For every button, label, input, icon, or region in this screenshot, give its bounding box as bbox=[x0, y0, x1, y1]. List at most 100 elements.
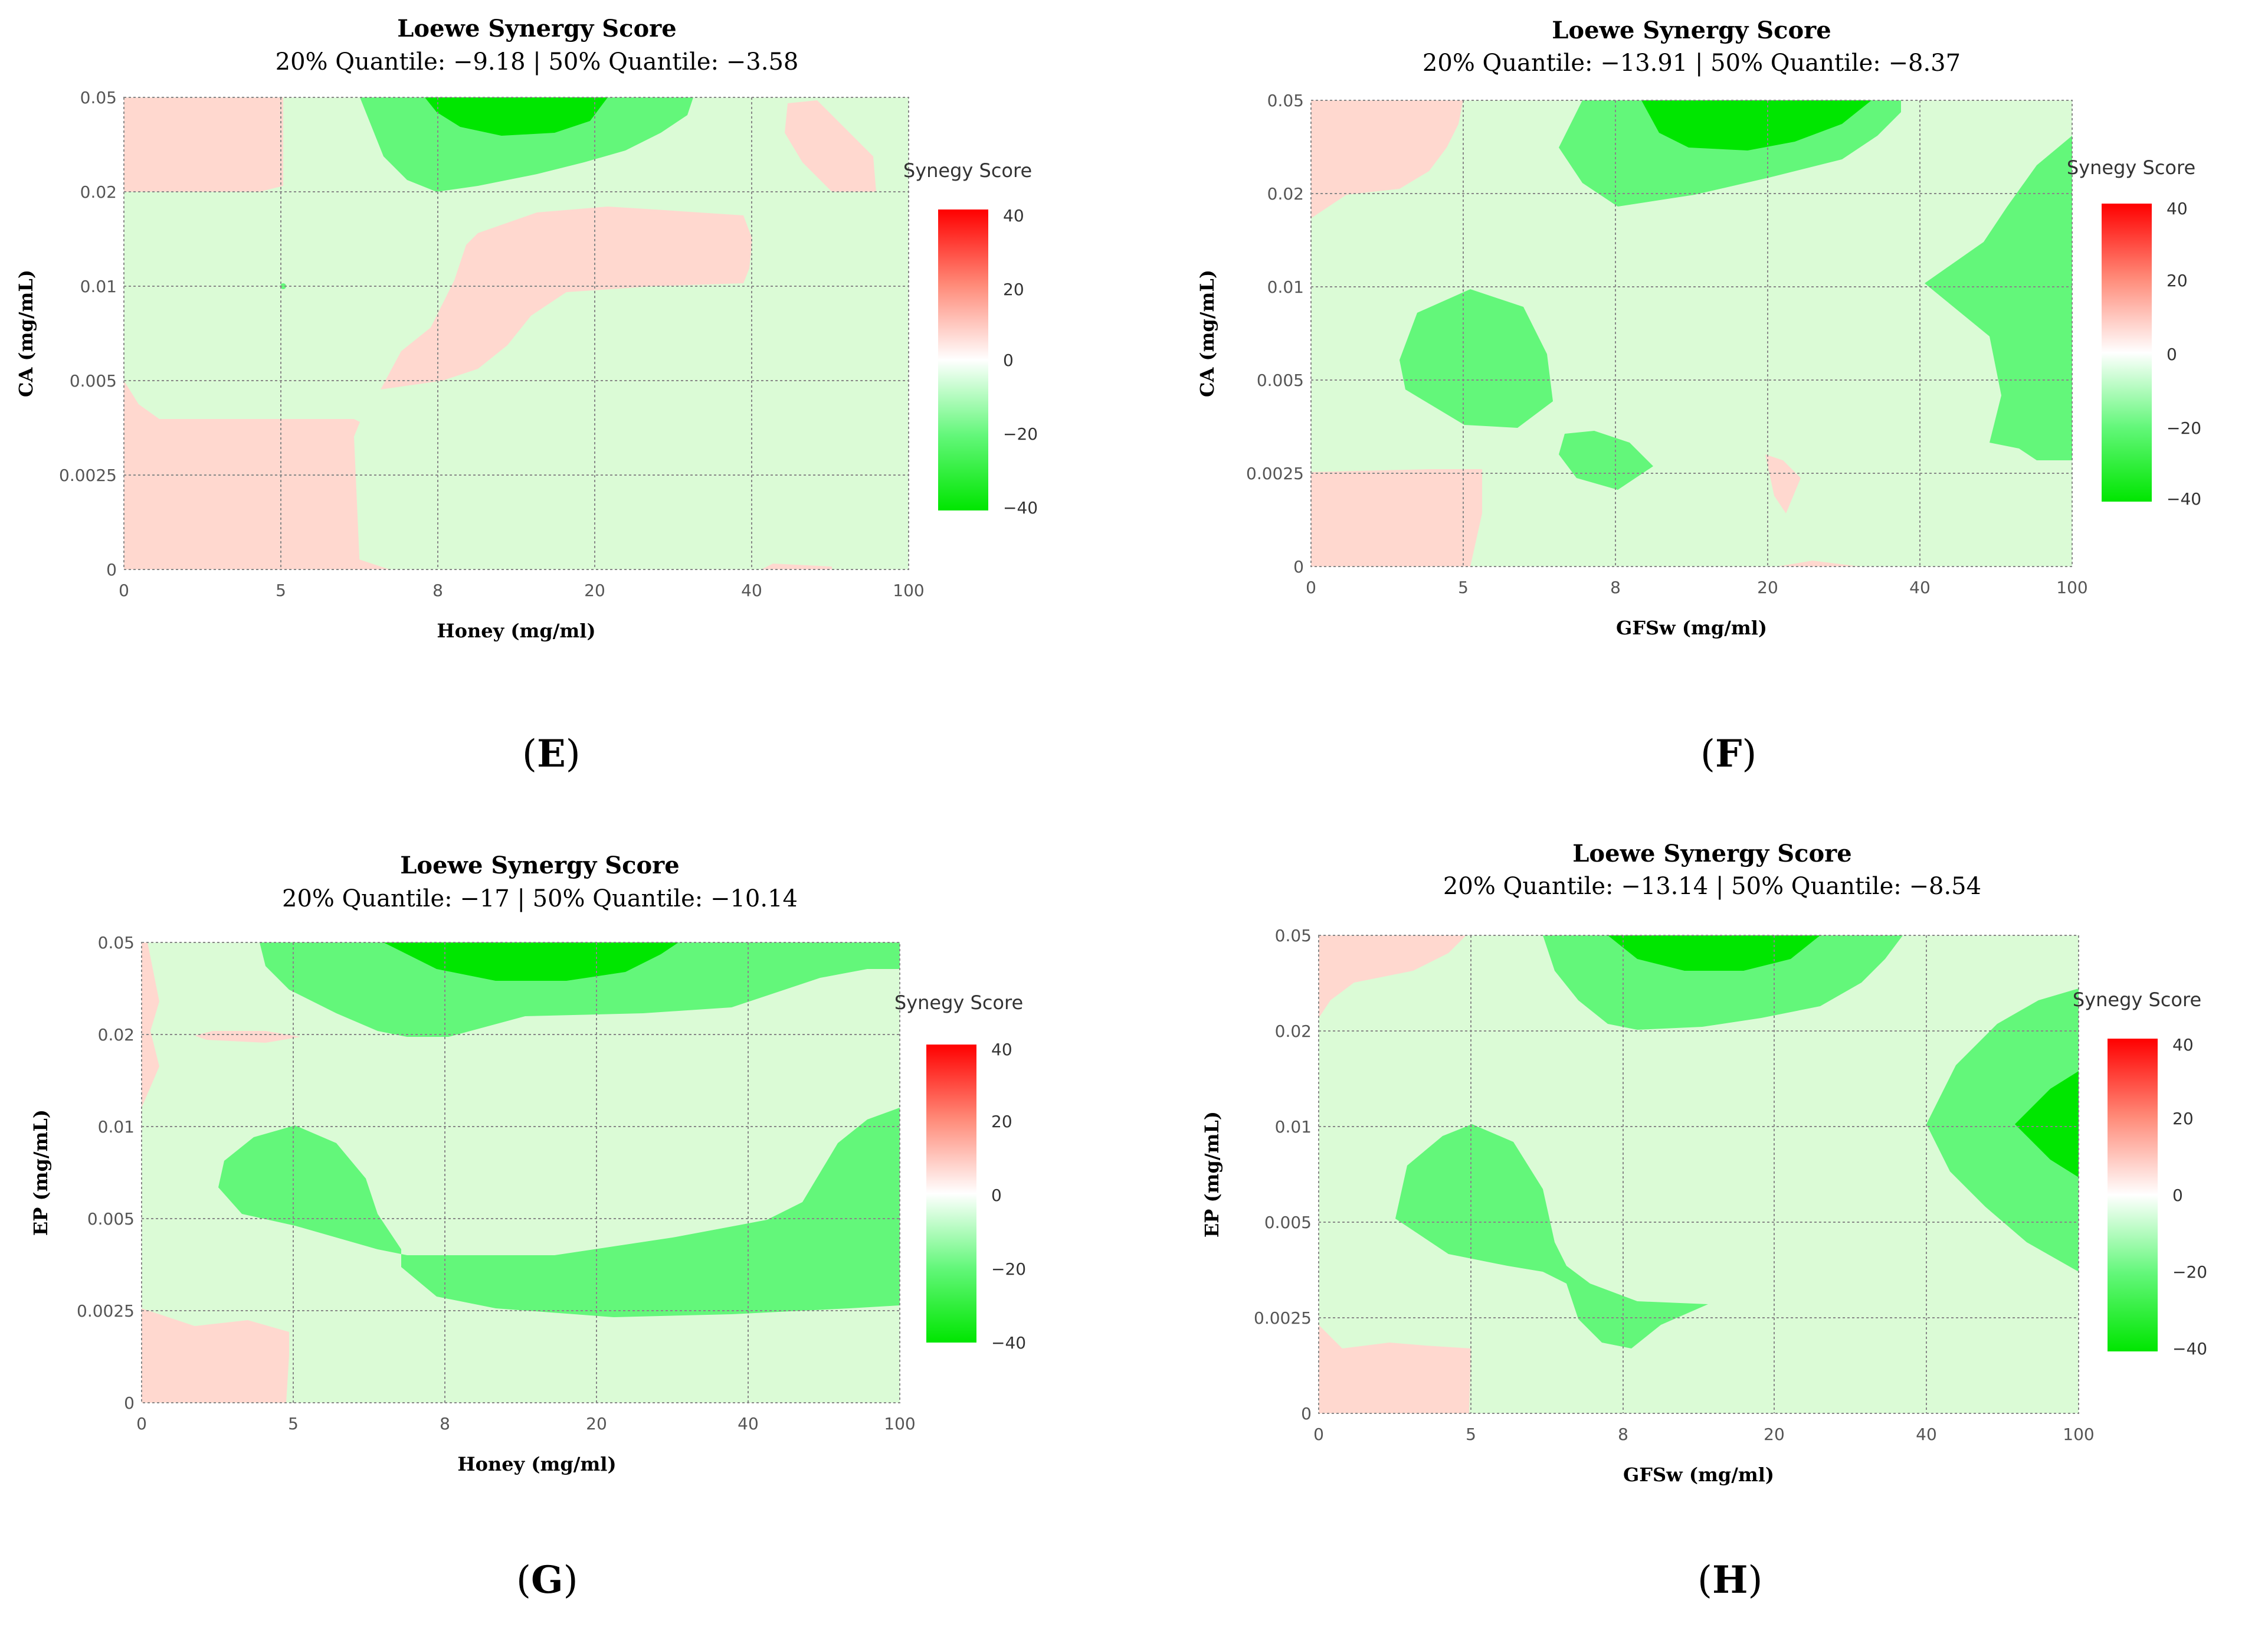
legend-tick-label: −20 bbox=[1003, 424, 1038, 444]
legend-ticks: 40 20 0 −20 −40 bbox=[991, 1040, 1026, 1353]
color-legend: Synegy Score 40 20 0 −20 −40 bbox=[903, 159, 1038, 518]
x-tick-label: 20 bbox=[1764, 1425, 1785, 1444]
y-tick-label: 0.01 bbox=[1267, 277, 1304, 297]
strong-negative-region bbox=[2015, 1071, 2079, 1177]
positive-region bbox=[354, 558, 389, 569]
y-axis-label: CA (mg/mL) bbox=[15, 270, 37, 397]
legend-tick-label: −40 bbox=[2172, 1339, 2207, 1358]
panel-h: Loewe Synergy Score 20% Quantile: −13.14… bbox=[1134, 826, 2268, 1627]
strong-negative-region bbox=[1641, 100, 1872, 150]
legend-ticks: 40 20 0 −20 −40 bbox=[1003, 206, 1038, 518]
y-tick-label: 0.02 bbox=[80, 182, 117, 202]
synergy-chart-f: Loewe Synergy Score 20% Quantile: −13.91… bbox=[1196, 17, 2201, 639]
chart-title: Loewe Synergy Score bbox=[1552, 17, 1831, 44]
negative-region bbox=[1395, 1124, 1708, 1348]
y-tick-label: 0.02 bbox=[98, 1025, 135, 1045]
legend-tick-label: 0 bbox=[2172, 1186, 2183, 1205]
x-tick-label: 100 bbox=[2056, 578, 2087, 597]
legend-tick-label: 20 bbox=[991, 1112, 1012, 1131]
x-tick-label: 0 bbox=[1306, 578, 1316, 597]
chart-title: Loewe Synergy Score bbox=[1572, 840, 1851, 867]
panel-label-h: (H) bbox=[1697, 1558, 1763, 1602]
synergy-chart-g: Loewe Synergy Score 20% Quantile: −17 | … bbox=[30, 852, 1026, 1475]
positive-region bbox=[1319, 1325, 1471, 1413]
negative-region bbox=[260, 942, 900, 1037]
negative-region bbox=[360, 97, 693, 192]
x-axis-label: GFSw (mg/ml) bbox=[1616, 617, 1767, 639]
y-tick-label: 0 bbox=[106, 560, 117, 580]
gridlines bbox=[141, 942, 900, 1403]
negative-region bbox=[1400, 289, 1553, 428]
positive-region bbox=[381, 207, 752, 389]
y-tick-label: 0.005 bbox=[87, 1209, 135, 1229]
chart-subtitle: 20% Quantile: −9.18 | 50% Quantile: −3.5… bbox=[276, 48, 799, 76]
plot-area: 0 5 8 20 40 100 0 0.0025 0.005 0.01 0.02… bbox=[1196, 91, 2088, 639]
plot-area: 0 5 8 20 40 100 0 0.0025 0.005 0.01 0.02… bbox=[15, 88, 925, 642]
strong-negative-region bbox=[425, 97, 608, 136]
x-tick-label: 40 bbox=[1909, 578, 1931, 597]
synergy-chart-h: Loewe Synergy Score 20% Quantile: −13.14… bbox=[1201, 840, 2207, 1486]
negative-region bbox=[1559, 431, 1653, 490]
legend-ticks: 40 20 0 −20 −40 bbox=[2167, 199, 2201, 509]
y-tick-label: 0.0025 bbox=[77, 1301, 135, 1321]
positive-region bbox=[124, 97, 283, 192]
y-ticks: 0 0.0025 0.005 0.01 0.02 0.05 bbox=[77, 933, 135, 1413]
legend-tick-label: −40 bbox=[2167, 489, 2201, 509]
y-tick-label: 0 bbox=[1301, 1404, 1312, 1423]
legend-tick-label: 40 bbox=[2167, 199, 2188, 218]
positive-region bbox=[142, 942, 159, 1108]
panel-letter: G bbox=[530, 1558, 563, 1602]
gridlines bbox=[1318, 935, 2079, 1414]
panel-label-f: (F) bbox=[1700, 732, 1757, 776]
x-tick-label: 0 bbox=[119, 581, 129, 600]
y-tick-label: 0.0025 bbox=[1254, 1308, 1312, 1328]
x-ticks: 0 5 8 20 40 100 bbox=[136, 1414, 916, 1433]
positive-region bbox=[1777, 561, 1860, 567]
panel-f: Loewe Synergy Score 20% Quantile: −13.91… bbox=[1134, 0, 2268, 826]
y-tick-label: 0.05 bbox=[98, 933, 135, 952]
legend-gradient-bar bbox=[2108, 1039, 2158, 1351]
y-axis-label: EP (mg/mL) bbox=[30, 1109, 52, 1236]
legend-tick-label: 40 bbox=[1003, 206, 1024, 225]
panel-g: Loewe Synergy Score 20% Quantile: −17 | … bbox=[0, 826, 1134, 1627]
x-tick-label: 8 bbox=[1618, 1425, 1628, 1444]
legend-tick-label: −20 bbox=[991, 1259, 1026, 1279]
legend-tick-label: 0 bbox=[991, 1186, 1002, 1205]
legend-title: Synegy Score bbox=[2073, 988, 2201, 1011]
y-tick-label: 0.005 bbox=[70, 371, 117, 391]
legend-title: Synegy Score bbox=[2067, 156, 2195, 179]
x-tick-label: 20 bbox=[584, 581, 605, 600]
legend-title: Synegy Score bbox=[894, 991, 1023, 1014]
y-tick-label: 0.01 bbox=[80, 277, 117, 296]
x-tick-label: 0 bbox=[1313, 1425, 1324, 1444]
positive-region bbox=[1311, 469, 1482, 567]
x-tick-label: 100 bbox=[893, 581, 924, 600]
y-ticks: 0 0.0025 0.005 0.01 0.02 0.05 bbox=[59, 88, 117, 580]
positive-region bbox=[1319, 935, 1466, 1018]
chart-title: Loewe Synergy Score bbox=[397, 15, 676, 42]
y-axis-label: EP (mg/mL) bbox=[1201, 1111, 1223, 1238]
positive-region bbox=[1311, 100, 1463, 218]
y-tick-label: 0.01 bbox=[98, 1117, 135, 1137]
strong-negative-region bbox=[1608, 935, 1820, 971]
gridlines bbox=[123, 97, 909, 570]
y-tick-label: 0.01 bbox=[1275, 1117, 1312, 1137]
x-tick-label: 20 bbox=[586, 1414, 607, 1433]
legend-gradient-bar bbox=[2102, 204, 2152, 502]
y-ticks: 0 0.0025 0.005 0.01 0.02 0.05 bbox=[1254, 926, 1312, 1423]
x-tick-label: 40 bbox=[1916, 1425, 1937, 1444]
chart-title: Loewe Synergy Score bbox=[400, 852, 679, 879]
y-tick-label: 0.05 bbox=[1275, 926, 1312, 945]
x-axis-label: Honey (mg/ml) bbox=[437, 620, 595, 642]
color-legend: Synegy Score 40 20 0 −20 −40 bbox=[894, 991, 1026, 1353]
x-tick-label: 5 bbox=[1458, 578, 1469, 597]
y-tick-label: 0.0025 bbox=[1246, 464, 1304, 483]
positive-region bbox=[142, 1308, 289, 1403]
y-tick-label: 0.02 bbox=[1267, 184, 1304, 204]
x-tick-label: 40 bbox=[741, 581, 762, 600]
y-tick-label: 0.05 bbox=[80, 88, 117, 107]
x-tick-label: 0 bbox=[136, 1414, 147, 1433]
x-ticks: 0 5 8 20 40 100 bbox=[1313, 1425, 2095, 1444]
x-tick-label: 5 bbox=[288, 1414, 299, 1433]
